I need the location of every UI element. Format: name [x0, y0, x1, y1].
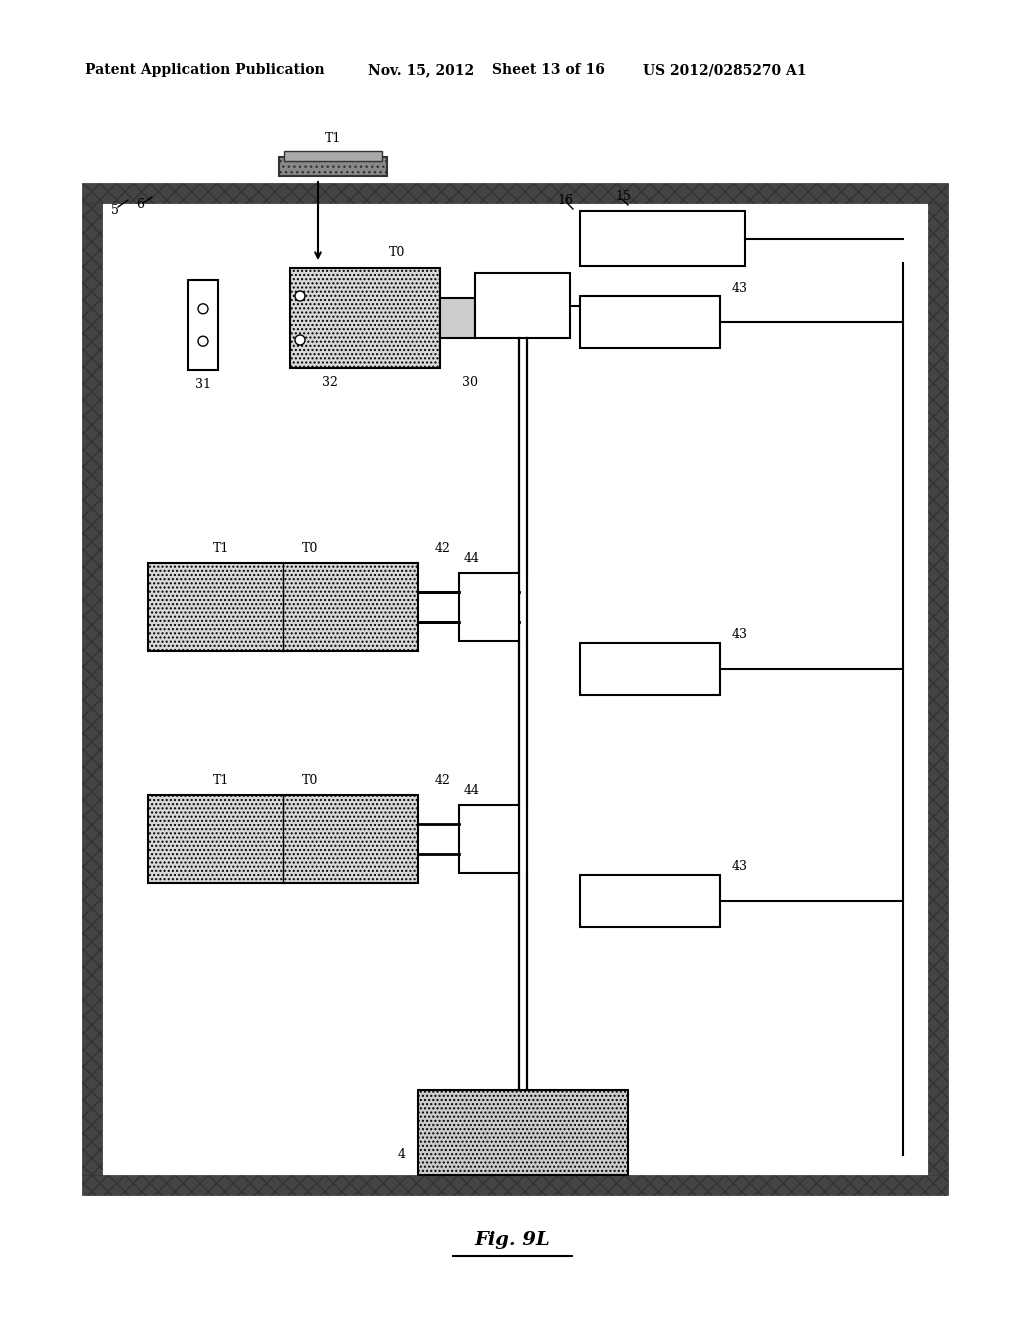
Text: US 2012/0285270 A1: US 2012/0285270 A1: [643, 63, 807, 77]
Text: T1: T1: [213, 774, 229, 787]
Text: 43: 43: [732, 628, 748, 642]
Text: T0: T0: [389, 247, 406, 260]
Bar: [459, 805, 518, 873]
Circle shape: [198, 337, 208, 346]
Text: 16: 16: [557, 194, 573, 206]
Bar: [82, 183, 948, 203]
Bar: [928, 203, 948, 1175]
Text: 5: 5: [111, 203, 119, 216]
Bar: [284, 150, 382, 161]
Text: 42: 42: [435, 541, 451, 554]
Bar: [148, 795, 418, 883]
Text: 43: 43: [732, 861, 748, 874]
Text: Fig. 9L: Fig. 9L: [474, 1232, 550, 1249]
Text: 31: 31: [195, 378, 211, 391]
Text: 43: 43: [732, 281, 748, 294]
Bar: [148, 564, 418, 651]
Bar: [580, 875, 720, 927]
Text: Patent Application Publication: Patent Application Publication: [85, 63, 325, 77]
Bar: [440, 298, 475, 338]
Bar: [102, 203, 928, 1175]
Text: 6: 6: [136, 198, 144, 211]
Bar: [82, 1175, 948, 1195]
Text: Sheet 13 of 16: Sheet 13 of 16: [492, 63, 605, 77]
Circle shape: [295, 290, 305, 301]
Bar: [188, 280, 218, 370]
Text: 30: 30: [462, 375, 478, 388]
Text: 44: 44: [464, 553, 479, 565]
Text: Nov. 15, 2012: Nov. 15, 2012: [368, 63, 474, 77]
Bar: [580, 296, 720, 348]
Text: 44: 44: [490, 276, 506, 289]
Circle shape: [295, 335, 305, 345]
Bar: [82, 203, 102, 1175]
Bar: [475, 273, 570, 338]
Text: 42: 42: [435, 774, 451, 787]
Text: 15: 15: [615, 190, 631, 202]
Text: 44: 44: [464, 784, 479, 797]
Bar: [290, 268, 440, 368]
Circle shape: [198, 304, 208, 314]
Text: 4: 4: [397, 1148, 406, 1162]
Bar: [580, 211, 745, 267]
Bar: [580, 643, 720, 696]
Text: T0: T0: [302, 774, 318, 787]
Text: T1: T1: [325, 132, 341, 145]
Bar: [418, 1090, 628, 1175]
Bar: [459, 573, 518, 642]
Bar: [279, 157, 387, 176]
Text: 32: 32: [323, 375, 338, 388]
Text: T0: T0: [302, 541, 318, 554]
Text: T1: T1: [213, 541, 229, 554]
